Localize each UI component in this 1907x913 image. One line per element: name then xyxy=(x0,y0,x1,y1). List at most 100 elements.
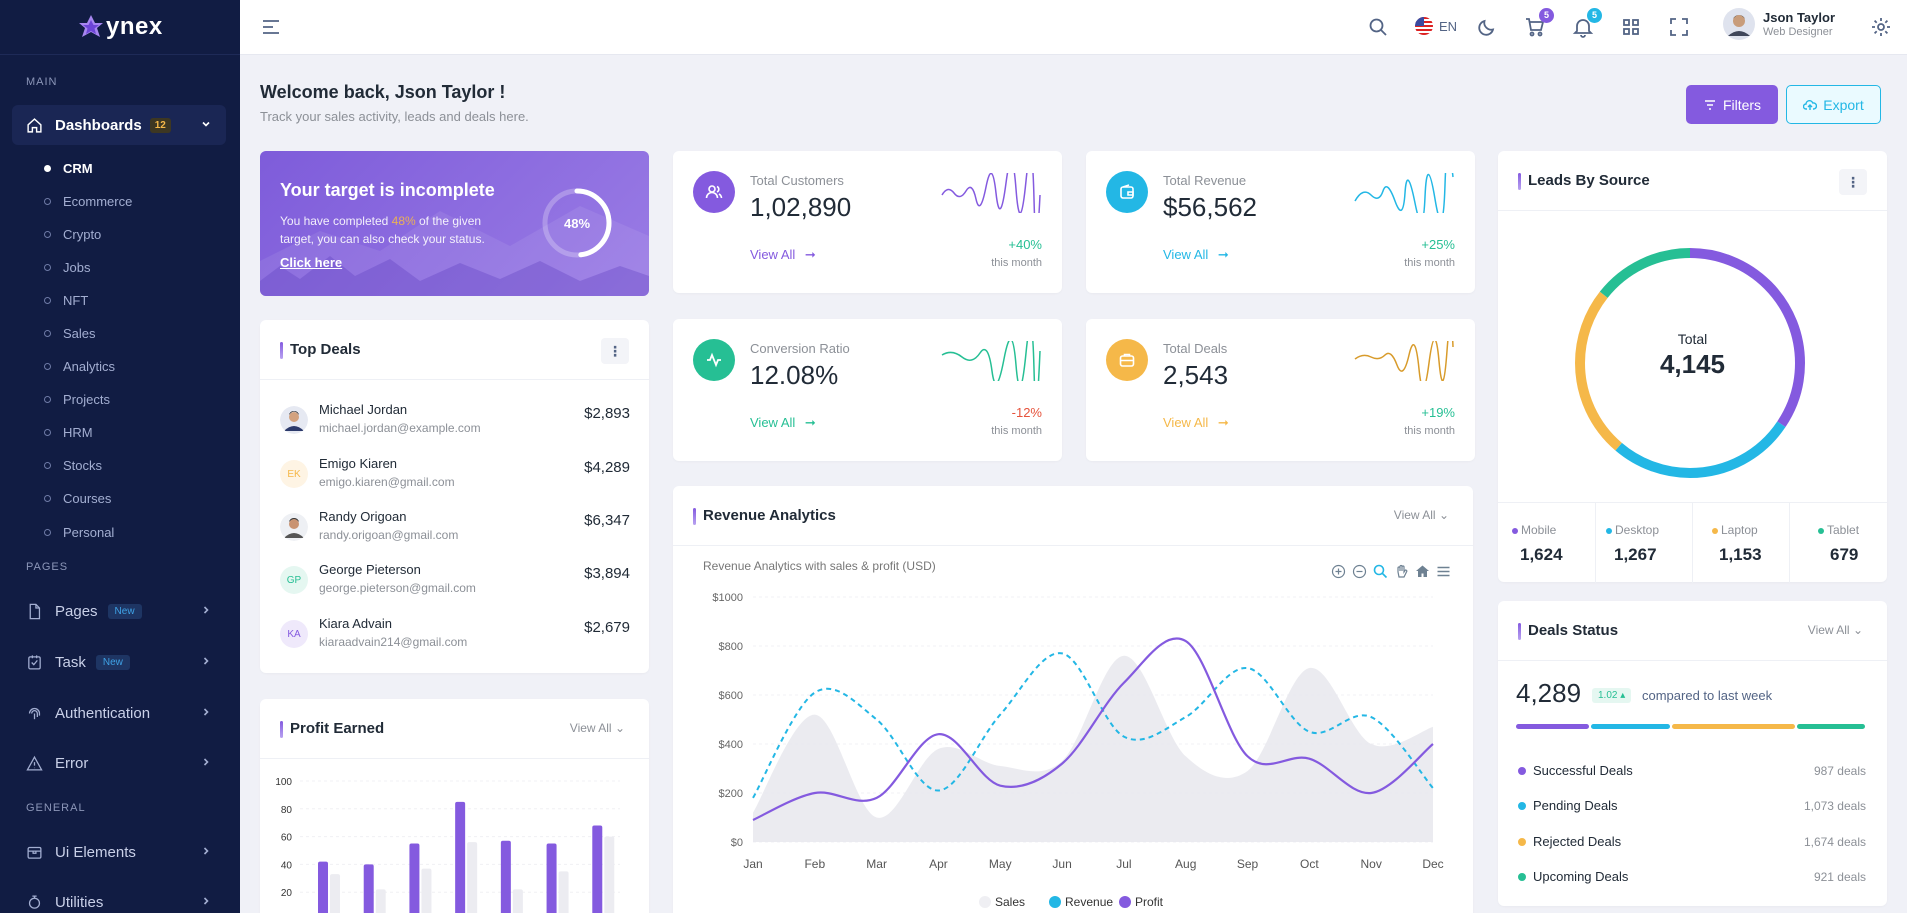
cart-button[interactable]: 5 xyxy=(1524,8,1554,38)
filters-button[interactable]: Filters xyxy=(1686,85,1778,124)
list-item[interactable]: KA Kiara Advain kiaraadvain214@gmail.com… xyxy=(280,616,630,670)
profit-bar xyxy=(363,864,374,913)
deal-amount: $4,289 xyxy=(584,459,630,476)
sidebar-sub-courses[interactable]: Courses xyxy=(44,491,111,506)
stat-card-conversion: Conversion Ratio 12.08% View All ➞ -12% … xyxy=(673,319,1062,461)
x-tick-label: Jul xyxy=(1116,857,1131,871)
view-all-dropdown[interactable]: View All ⌄ xyxy=(1393,508,1449,522)
stat-icon-wrapper xyxy=(693,171,735,213)
revenue-bar xyxy=(512,889,523,913)
deal-status-name: Upcoming Deals xyxy=(1517,869,1629,884)
list-item[interactable]: Michael Jordan michael.jordan@example.co… xyxy=(280,402,630,456)
stat-delta: +19% xyxy=(1421,405,1455,420)
sidebar-sub-projects[interactable]: Projects xyxy=(44,392,110,407)
menu-toggle-icon[interactable] xyxy=(260,16,282,38)
sidebar-item-error[interactable]: Error xyxy=(12,743,226,783)
sidebar-item-ui-elements[interactable]: Ui Elements xyxy=(12,832,226,872)
sidebar-sub-analytics[interactable]: Analytics xyxy=(44,359,115,374)
y-tick-label: 40 xyxy=(281,860,293,871)
view-all-link[interactable]: View All ➞ xyxy=(1163,247,1229,262)
language-selector[interactable]: EN xyxy=(1414,16,1457,36)
home-icon xyxy=(27,117,42,133)
sidebar-item-dashboards[interactable]: Dashboards 12 xyxy=(12,105,226,145)
notifications-button[interactable]: 5 xyxy=(1572,8,1602,38)
card-header: Top Deals ⋮ xyxy=(260,320,649,380)
language-label: EN xyxy=(1439,18,1458,34)
top-deals-card: Top Deals ⋮ Michael Jordan michael.jorda… xyxy=(260,320,649,673)
moon-icon[interactable] xyxy=(1476,16,1498,38)
legend-desktop: Desktop xyxy=(1606,523,1659,537)
legend-label: Profit xyxy=(1135,895,1164,909)
sidebar-item-authentication[interactable]: Authentication xyxy=(12,693,226,733)
stat-value: $56,562 xyxy=(1163,192,1257,222)
zoom-out-icon[interactable] xyxy=(1352,564,1367,579)
more-options-button[interactable]: ⋮ xyxy=(1839,169,1867,195)
logo[interactable]: ynex xyxy=(0,0,240,55)
sidebar-sub-jobs[interactable]: Jobs xyxy=(44,260,90,275)
stat-period: this month xyxy=(1404,425,1455,437)
zoom-in-icon[interactable] xyxy=(1331,564,1346,579)
leads-by-source-card: Leads By Source ⋮ Total 4,145 Mobile 1,6… xyxy=(1498,151,1887,583)
more-options-button[interactable]: ⋮ xyxy=(601,338,629,364)
sidebar-item-pages[interactable]: Pages New xyxy=(12,591,226,631)
list-item[interactable]: EK Emigo Kiaren emigo.kiaren@gmail.com $… xyxy=(280,456,630,510)
y-tick-label: $600 xyxy=(719,690,743,702)
apps-grid-icon[interactable] xyxy=(1620,16,1642,38)
profit-bar xyxy=(409,843,420,913)
stat-delta: -12% xyxy=(1011,405,1042,420)
sidebar-item-task[interactable]: Task New xyxy=(12,642,226,682)
view-all-link[interactable]: View All ➞ xyxy=(750,415,816,430)
sidebar-item-label: Authentication xyxy=(55,704,151,722)
donut-slice-tablet xyxy=(1575,248,1805,478)
list-item[interactable]: Randy Origoan randy.origoan@gmail.com $6… xyxy=(280,509,630,563)
card-title: Deals Status xyxy=(1518,622,1618,640)
cloud-upload-icon xyxy=(1803,99,1818,110)
fullscreen-icon[interactable] xyxy=(1668,16,1690,38)
sidebar-sub-nft[interactable]: NFT xyxy=(44,293,88,308)
list-item: Pending Deals 1,073 deals xyxy=(1518,798,1866,818)
deal-name: Randy Origoan xyxy=(319,509,407,524)
sidebar-item-utilities[interactable]: Utilities xyxy=(12,882,226,913)
view-all-dropdown[interactable]: View All ⌄ xyxy=(569,721,625,735)
sidebar-item-label: Error xyxy=(55,754,89,772)
new-badge: New xyxy=(107,603,142,619)
view-all-dropdown[interactable]: View All ⌄ xyxy=(1807,623,1863,637)
sidebar-item-label: Utilities xyxy=(55,893,104,911)
deal-name: Kiara Advain xyxy=(319,616,392,631)
arrow-right-icon: ➞ xyxy=(1217,247,1229,262)
sidebar-sub-crm[interactable]: CRM xyxy=(44,161,93,176)
view-all-link[interactable]: View All ➞ xyxy=(1163,415,1229,430)
revenue-bar xyxy=(421,868,432,913)
deal-status-name: Pending Deals xyxy=(1518,798,1618,813)
list-item[interactable]: GP George Pieterson george.pieterson@gma… xyxy=(280,562,630,616)
user-profile-menu[interactable]: Json Taylor Web Designer xyxy=(1723,8,1835,40)
deals-progress-bar xyxy=(1516,724,1865,729)
export-button[interactable]: Export xyxy=(1786,85,1881,124)
sparkline-conversion xyxy=(941,341,1041,381)
click-here-link[interactable]: Click here xyxy=(280,255,343,270)
category-main: MAIN xyxy=(26,76,58,88)
sidebar-sub-stocks[interactable]: Stocks xyxy=(44,458,102,473)
reset-home-icon[interactable] xyxy=(1415,564,1430,579)
sidebar-sub-crypto[interactable]: Crypto xyxy=(44,227,101,242)
selection-zoom-icon[interactable] xyxy=(1373,564,1388,579)
pan-hand-icon[interactable] xyxy=(1394,564,1409,579)
sidebar-sub-ecommerce[interactable]: Ecommerce xyxy=(44,194,132,209)
settings-gear-icon[interactable] xyxy=(1870,16,1892,38)
chart-menu-icon[interactable] xyxy=(1436,564,1451,579)
chevron-right-icon xyxy=(203,657,209,665)
search-icon[interactable] xyxy=(1367,16,1389,38)
stat-card-customers: Total Customers 1,02,890 View All ➞ +40%… xyxy=(673,151,1062,293)
card-header: Profit Earned View All ⌄ xyxy=(260,699,649,759)
sidebar-sub-personal[interactable]: Personal xyxy=(44,525,114,540)
view-all-link[interactable]: View All ➞ xyxy=(750,247,816,262)
cart-icon xyxy=(1526,18,1545,37)
profit-bar xyxy=(546,843,557,913)
briefcase-icon xyxy=(1119,353,1135,367)
page-subtitle: Track your sales activity, leads and dea… xyxy=(260,109,529,124)
sidebar-sub-sales[interactable]: Sales xyxy=(44,326,96,341)
revenue-line-chart: $0 $200 $400 $600 $800 $1000 Jan Feb Mar Apr May Ju… xyxy=(712,592,1443,909)
sidebar-sub-hrm[interactable]: HRM xyxy=(44,425,93,440)
series-revenue-line xyxy=(752,652,1434,799)
category-pages: PAGES xyxy=(26,561,69,573)
